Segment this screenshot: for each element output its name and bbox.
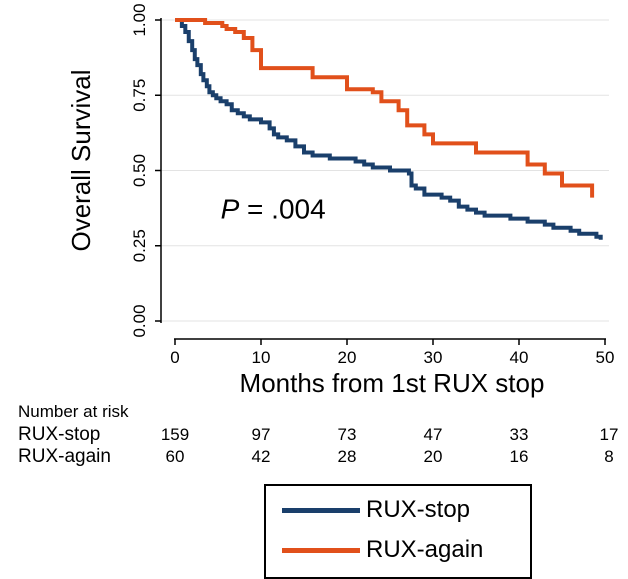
legend-swatch-rux-again — [282, 548, 360, 553]
x-tick-label-10: 10 — [252, 348, 271, 367]
risk-cell: 8 — [604, 447, 614, 466]
legend-swatch-rux-stop — [282, 508, 360, 513]
legend-item-rux-stop: RUX-stop — [266, 490, 530, 530]
x-tick-label-0: 0 — [170, 348, 179, 367]
y-axis-ticks: 0.00 0.25 0.50 0.75 1.00 — [130, 3, 161, 338]
risk-cell: 97 — [251, 425, 271, 444]
risk-table-title: Number at risk — [18, 402, 129, 421]
y-tick-label-0.75: 0.75 — [130, 79, 149, 112]
risk-cell: 60 — [165, 447, 185, 466]
legend: RUX-stop RUX-again — [264, 484, 532, 579]
risk-cell: 47 — [423, 425, 443, 444]
x-axis-ticks: 0 10 20 30 40 50 — [170, 339, 614, 367]
survival-chart: 0.00 0.25 0.50 0.75 1.00 0 10 20 30 40 50 Overall… — [66, 3, 614, 398]
y-tick-label-0.00: 0.00 — [130, 304, 149, 337]
x-tick-label-20: 20 — [338, 348, 357, 367]
series-line-rux-stop — [175, 18, 603, 240]
risk-cell: 17 — [599, 425, 619, 444]
y-tick-label-0.25: 0.25 — [130, 229, 149, 262]
p-value-text: = .004 — [239, 194, 325, 225]
y-axis-label: Overall Survival — [66, 69, 96, 251]
p-value-symbol: P — [221, 194, 240, 225]
x-tick-label-30: 30 — [424, 348, 443, 367]
legend-label-rux-again: RUX-again — [366, 536, 484, 563]
y-tick-label-1.00: 1.00 — [130, 3, 149, 36]
x-axis-label: Months from 1st RUX stop — [240, 368, 545, 398]
risk-cell: 42 — [251, 447, 271, 466]
y-tick-label-0.50: 0.50 — [130, 154, 149, 187]
risk-cell: 73 — [337, 425, 357, 444]
risk-row-label: RUX-again — [18, 446, 111, 467]
risk-cell: 16 — [509, 447, 529, 466]
risk-row-label: RUX-stop — [18, 424, 101, 445]
risk-cell: 33 — [509, 425, 529, 444]
grid-lines — [161, 19, 609, 322]
x-tick-label-50: 50 — [596, 348, 615, 367]
risk-cell: 28 — [337, 447, 357, 466]
series-group — [175, 18, 603, 240]
x-tick-label-40: 40 — [510, 348, 529, 367]
legend-label-rux-stop: RUX-stop — [366, 496, 471, 523]
risk-cell: 159 — [160, 425, 190, 444]
legend-item-rux-again: RUX-again — [266, 530, 530, 570]
risk-cell: 20 — [423, 447, 443, 466]
p-value-annotation: P = .004 — [221, 194, 326, 225]
series-line-rux-again — [175, 18, 595, 198]
